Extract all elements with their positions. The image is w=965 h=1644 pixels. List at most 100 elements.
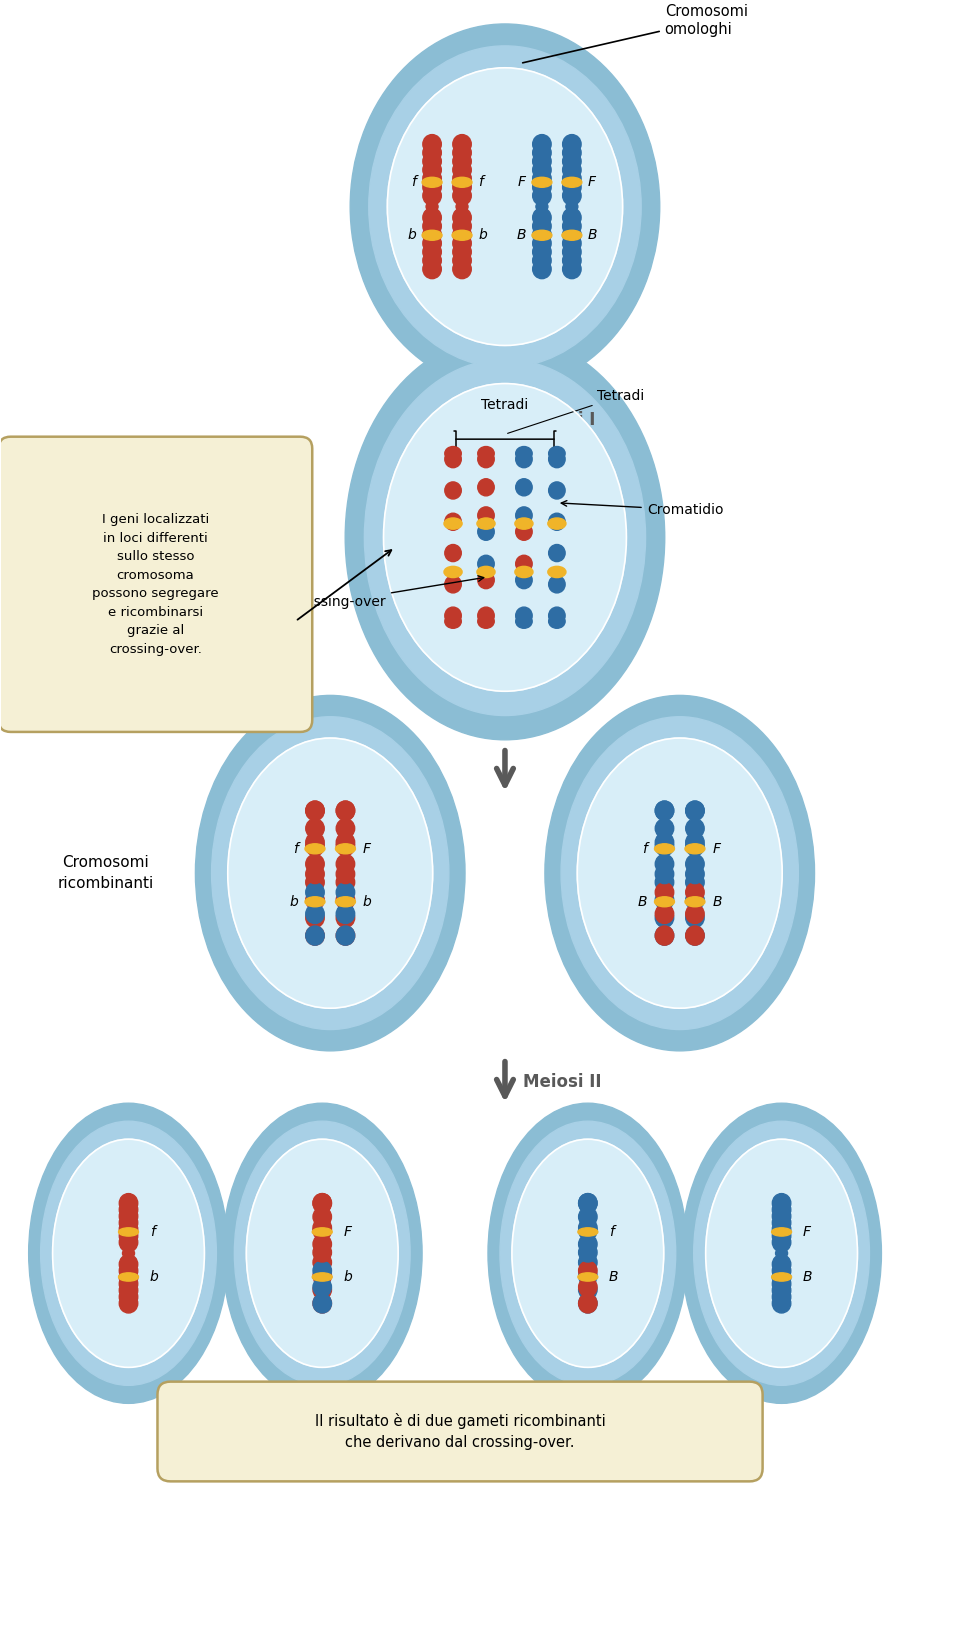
Ellipse shape (422, 178, 442, 187)
Ellipse shape (549, 482, 565, 500)
Ellipse shape (533, 143, 551, 163)
Ellipse shape (579, 1294, 597, 1314)
Ellipse shape (478, 615, 494, 628)
Ellipse shape (772, 1254, 790, 1274)
Ellipse shape (549, 513, 565, 531)
Ellipse shape (196, 695, 465, 1051)
Ellipse shape (533, 161, 551, 179)
Ellipse shape (655, 801, 674, 820)
Text: f: f (411, 176, 416, 189)
Ellipse shape (563, 225, 581, 245)
Ellipse shape (453, 209, 471, 227)
Ellipse shape (423, 151, 441, 171)
Ellipse shape (313, 1194, 331, 1213)
Ellipse shape (313, 1277, 331, 1297)
Ellipse shape (579, 1218, 597, 1238)
Ellipse shape (512, 1139, 664, 1368)
Ellipse shape (563, 151, 581, 171)
Ellipse shape (515, 506, 532, 524)
Ellipse shape (340, 868, 351, 878)
Ellipse shape (453, 260, 471, 279)
Text: F: F (363, 842, 371, 857)
Ellipse shape (694, 1121, 869, 1386)
Ellipse shape (549, 575, 565, 593)
Ellipse shape (306, 926, 324, 945)
Ellipse shape (336, 834, 355, 852)
Ellipse shape (686, 865, 704, 883)
Ellipse shape (306, 904, 324, 924)
Ellipse shape (488, 1103, 688, 1404)
Text: f: f (293, 842, 298, 857)
Ellipse shape (515, 450, 532, 467)
Ellipse shape (515, 566, 533, 577)
Ellipse shape (579, 1294, 597, 1314)
Ellipse shape (228, 738, 432, 1008)
Ellipse shape (686, 904, 704, 924)
Ellipse shape (313, 1228, 332, 1236)
Text: B: B (516, 229, 526, 242)
Ellipse shape (306, 865, 324, 883)
Ellipse shape (453, 143, 471, 163)
Ellipse shape (423, 209, 441, 227)
Ellipse shape (29, 1103, 229, 1404)
Ellipse shape (336, 837, 355, 857)
Ellipse shape (686, 891, 704, 909)
Text: Tetradi: Tetradi (596, 388, 644, 403)
Ellipse shape (306, 801, 324, 820)
Ellipse shape (336, 891, 355, 909)
Ellipse shape (444, 566, 462, 577)
Ellipse shape (533, 186, 551, 206)
Ellipse shape (444, 518, 462, 529)
Ellipse shape (515, 607, 532, 625)
Ellipse shape (317, 1248, 328, 1258)
Ellipse shape (772, 1294, 790, 1314)
Ellipse shape (120, 1274, 138, 1294)
Ellipse shape (478, 447, 494, 460)
Ellipse shape (336, 926, 355, 945)
Ellipse shape (313, 1281, 331, 1299)
Ellipse shape (772, 1287, 790, 1307)
Ellipse shape (306, 873, 324, 891)
Ellipse shape (772, 1268, 790, 1287)
Ellipse shape (211, 717, 449, 1029)
Ellipse shape (533, 209, 551, 227)
Ellipse shape (689, 868, 701, 878)
Ellipse shape (579, 1261, 597, 1281)
Ellipse shape (533, 135, 551, 155)
Ellipse shape (533, 252, 551, 270)
Ellipse shape (536, 202, 548, 212)
Ellipse shape (383, 383, 626, 690)
Ellipse shape (246, 1139, 399, 1368)
Text: b: b (407, 229, 416, 242)
Ellipse shape (453, 225, 471, 245)
Ellipse shape (313, 1243, 331, 1263)
Ellipse shape (515, 572, 532, 589)
Ellipse shape (772, 1207, 790, 1226)
Ellipse shape (582, 1248, 593, 1258)
Ellipse shape (423, 217, 441, 235)
Ellipse shape (655, 855, 674, 873)
Ellipse shape (655, 819, 674, 838)
Text: f: f (479, 176, 483, 189)
FancyBboxPatch shape (157, 1381, 762, 1481)
Ellipse shape (313, 1207, 331, 1226)
Ellipse shape (445, 513, 461, 531)
Ellipse shape (453, 151, 471, 171)
Ellipse shape (478, 556, 494, 572)
Ellipse shape (562, 230, 582, 240)
Ellipse shape (565, 202, 578, 212)
Ellipse shape (306, 883, 324, 903)
Ellipse shape (306, 837, 324, 857)
Ellipse shape (655, 891, 674, 909)
Ellipse shape (423, 233, 441, 253)
Ellipse shape (563, 233, 581, 253)
Ellipse shape (579, 1277, 597, 1297)
Ellipse shape (549, 447, 565, 460)
Ellipse shape (772, 1213, 790, 1233)
Ellipse shape (340, 868, 351, 878)
Ellipse shape (313, 1294, 331, 1314)
Ellipse shape (563, 242, 581, 261)
Ellipse shape (336, 801, 355, 820)
Text: B: B (712, 894, 722, 909)
Ellipse shape (453, 169, 471, 187)
